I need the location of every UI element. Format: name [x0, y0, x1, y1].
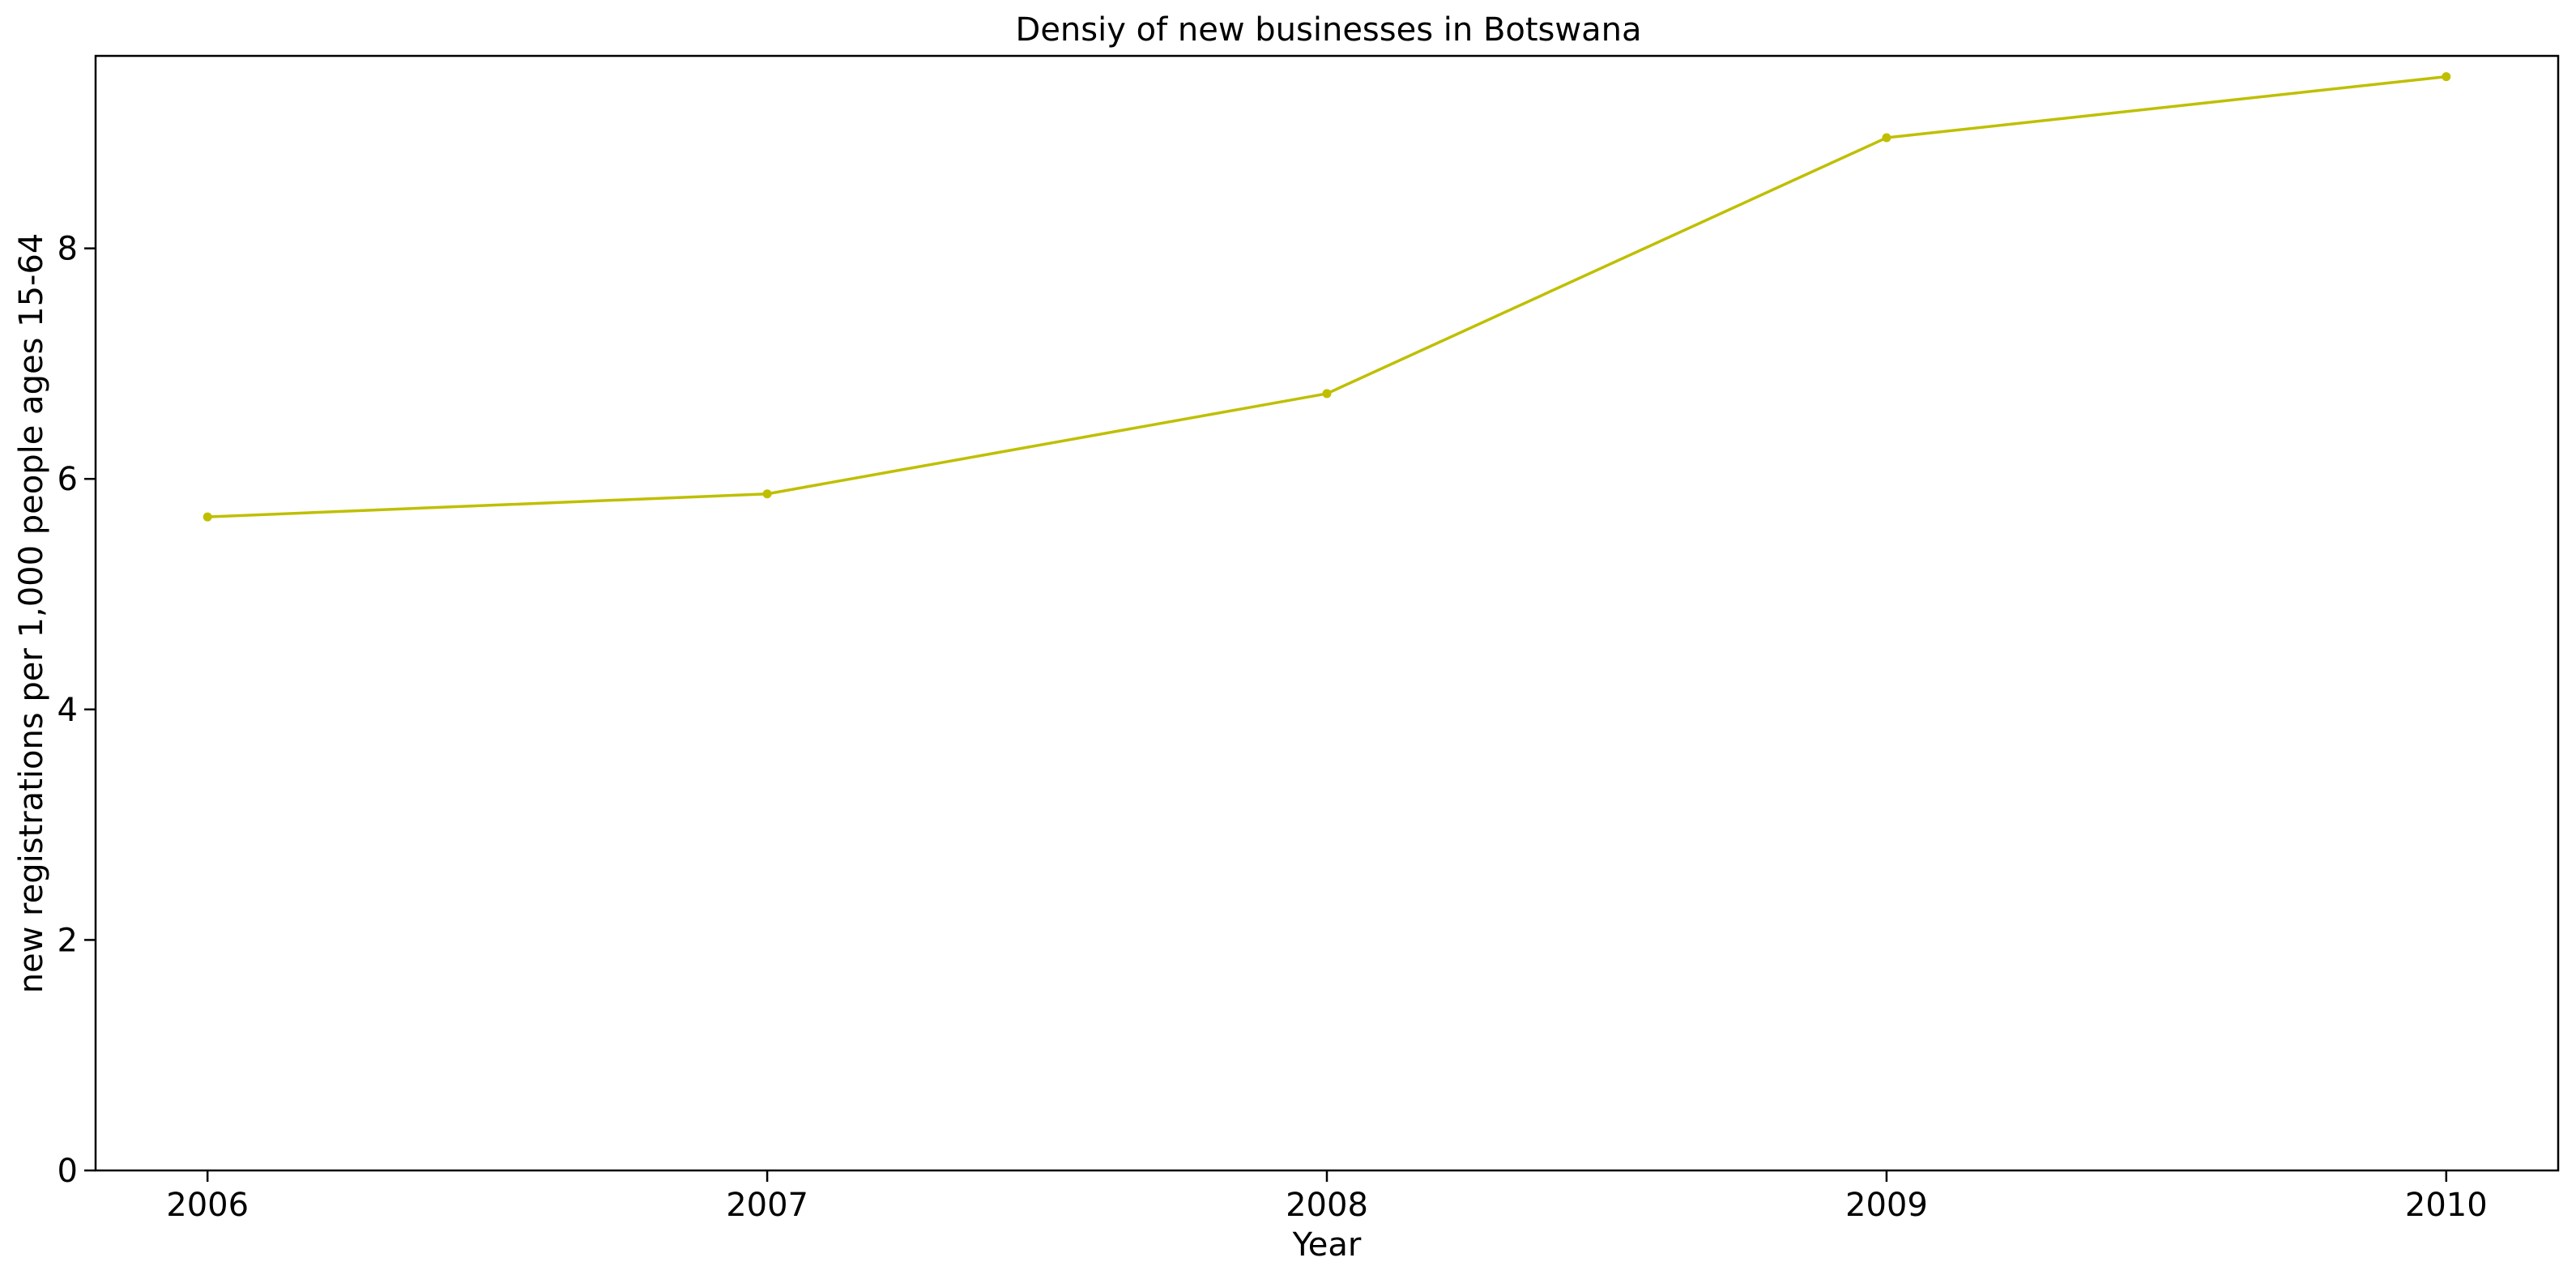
- data-point: [1322, 389, 1332, 399]
- y-tick-label: 4: [58, 692, 78, 729]
- plot-area-frame: [94, 54, 2560, 1172]
- x-tick-label: 2010: [2405, 1187, 2488, 1224]
- chart-title: Densiy of new businesses in Botswana: [1016, 11, 1642, 49]
- series-line: [206, 75, 2448, 518]
- x-tick-label: 2009: [1845, 1187, 1928, 1224]
- y-tick-label: 2: [58, 922, 78, 959]
- y-axis-label: new registrations per 1,000 people ages …: [13, 233, 50, 994]
- data-point: [1882, 133, 1891, 143]
- data-point: [203, 512, 212, 522]
- series-layer: [203, 72, 2451, 522]
- x-axis-ticks: 2006 2007 2008 2009 2010: [166, 1170, 2488, 1224]
- data-point: [762, 489, 772, 499]
- x-tick-label: 2006: [166, 1187, 249, 1224]
- y-tick-label: 8: [58, 231, 78, 268]
- x-axis-label: Year: [1292, 1226, 1362, 1264]
- y-tick-label: 6: [58, 461, 78, 498]
- y-axis-ticks: 0 2 4 6 8: [58, 231, 96, 1190]
- x-tick-label: 2007: [726, 1187, 808, 1224]
- y-tick-label: 0: [58, 1153, 78, 1190]
- x-tick-label: 2008: [1286, 1187, 1368, 1224]
- data-point: [2442, 72, 2451, 82]
